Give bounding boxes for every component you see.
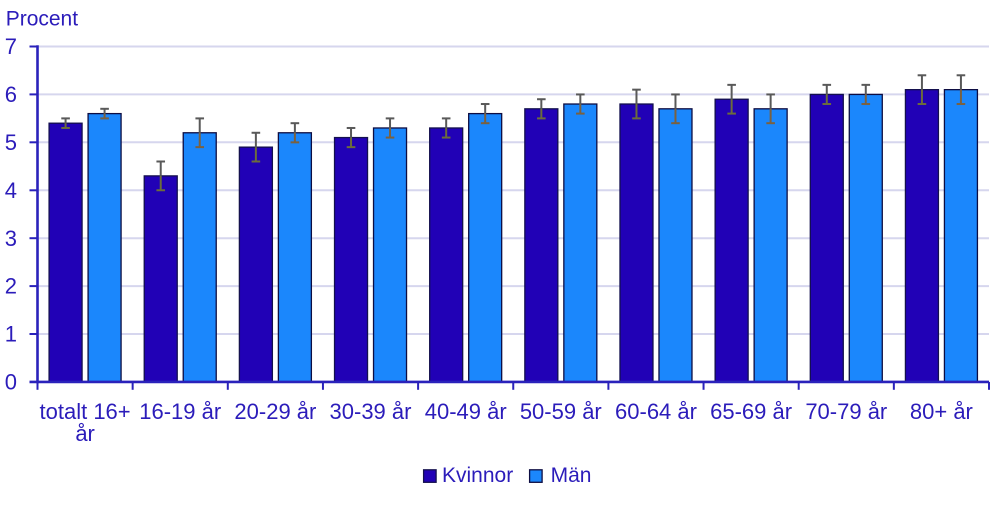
svg-text:3: 3 <box>5 226 17 251</box>
svg-text:80+ år: 80+ år <box>910 399 973 424</box>
svg-text:50-59 år: 50-59 år <box>520 399 602 424</box>
svg-text:Män: Män <box>551 464 592 487</box>
svg-text:30-39 år: 30-39 år <box>330 399 412 424</box>
svg-text:70-79 år: 70-79 år <box>805 399 887 424</box>
svg-text:5: 5 <box>5 130 17 155</box>
svg-text:40-49 år: 40-49 år <box>425 399 507 424</box>
svg-text:0: 0 <box>5 370 17 395</box>
svg-text:Procent: Procent <box>6 7 79 30</box>
svg-text:16-19 år: 16-19 år <box>139 399 221 424</box>
svg-text:4: 4 <box>5 178 17 203</box>
svg-text:1: 1 <box>5 322 17 347</box>
svg-text:7: 7 <box>5 34 17 59</box>
svg-text:2: 2 <box>5 274 17 299</box>
svg-text:20-29 år: 20-29 år <box>234 399 316 424</box>
svg-text:år: år <box>75 421 95 446</box>
svg-text:6: 6 <box>5 82 17 107</box>
svg-text:Kvinnor: Kvinnor <box>442 464 513 487</box>
svg-text:60-64 år: 60-64 år <box>615 399 697 424</box>
svg-text:totalt 16+: totalt 16+ <box>40 399 131 424</box>
svg-text:65-69 år: 65-69 år <box>710 399 792 424</box>
